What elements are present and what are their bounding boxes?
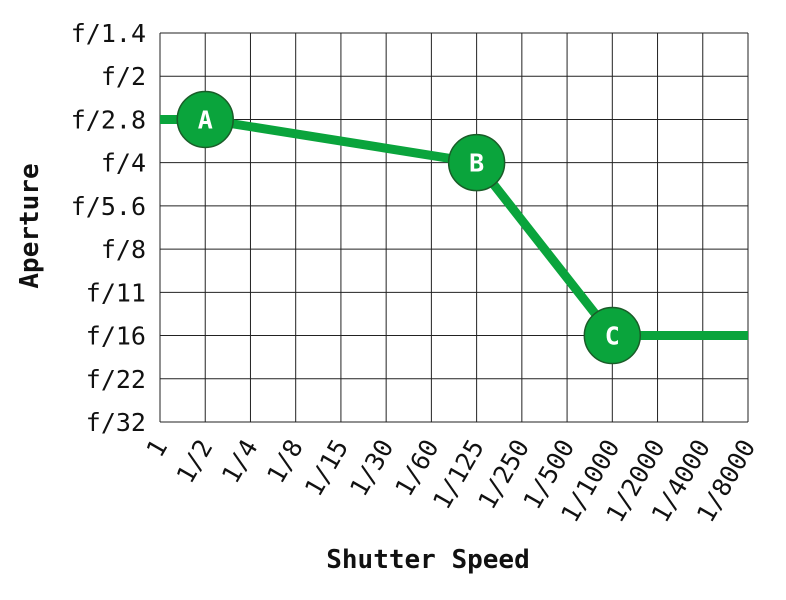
- y-tick-label: f/32: [86, 408, 146, 437]
- point-marker-b: [447, 133, 506, 192]
- y-tick-label: f/22: [86, 365, 146, 394]
- y-tick-label: f/2.8: [71, 105, 146, 134]
- series: A B C: [160, 90, 748, 365]
- x-tick-label: 1/30: [344, 435, 399, 502]
- x-tick-label: 1/15: [299, 435, 354, 502]
- y-tick-label: f/5.6: [71, 192, 146, 221]
- y-tick-label: f/8: [101, 235, 146, 264]
- point-marker-c: [583, 306, 642, 365]
- x-tick-label: 1/2: [171, 435, 219, 489]
- grid: [159, 32, 749, 423]
- y-tick-label: f/2: [101, 62, 146, 91]
- point-label-c: C: [605, 322, 620, 351]
- x-tick-labels: 11/21/41/81/151/301/601/1251/2501/5001/1…: [141, 434, 762, 527]
- y-tick-label: f/16: [86, 322, 146, 351]
- x-tick-label: 1/4: [216, 435, 264, 489]
- y-tick-label: f/1.4: [71, 19, 146, 48]
- y-tick-label: f/11: [86, 278, 146, 307]
- x-axis-title: Shutter Speed: [326, 545, 530, 575]
- point-label-b: B: [469, 149, 484, 178]
- x-tick-label: 1: [141, 435, 174, 463]
- y-tick-labels: f/1.4 f/2 f/2.8 f/4 f/5.6 f/8 f/11 f/16 f/22 f/32: [71, 19, 146, 437]
- y-tick-label: f/4: [101, 149, 146, 178]
- y-axis-title: Aperture: [15, 163, 45, 288]
- point-marker-a: [176, 90, 234, 149]
- point-label-a: A: [198, 105, 213, 134]
